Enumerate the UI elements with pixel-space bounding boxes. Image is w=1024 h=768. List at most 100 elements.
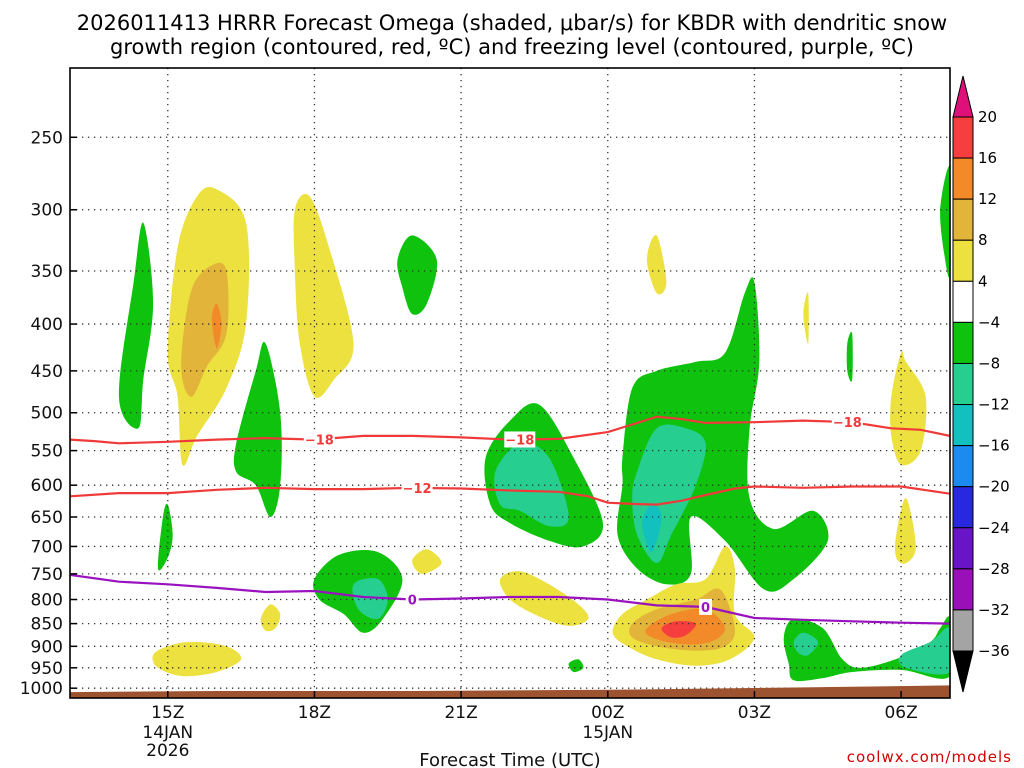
omega-region-26 bbox=[803, 292, 809, 344]
omega-region-16 bbox=[499, 571, 589, 626]
x-tick-year: 2026 bbox=[146, 741, 189, 761]
omega-region-25 bbox=[661, 620, 697, 638]
omega-shading bbox=[118, 166, 950, 682]
colorbar-swatch-4 bbox=[952, 239, 974, 282]
chart-title-line1: 2026011413 HRRR Forecast Omega (shaded, … bbox=[77, 11, 947, 35]
omega-region-15 bbox=[494, 442, 569, 527]
y-tick-label-700: 700 bbox=[31, 537, 63, 557]
omega-region-32 bbox=[898, 627, 950, 675]
colorbar-label-11: −24 bbox=[978, 519, 1010, 537]
contour-label: 0 bbox=[408, 594, 417, 609]
colorbar-swatch-7 bbox=[952, 362, 974, 406]
plot-frame bbox=[69, 67, 951, 699]
omega-region-6 bbox=[233, 341, 282, 517]
x-tick-label-03Z: 03Z bbox=[738, 703, 771, 723]
colorbar-label-14: −36 bbox=[978, 642, 1010, 660]
contour-label-bg bbox=[303, 431, 335, 448]
contour-label: −18 bbox=[305, 433, 334, 448]
x-tick-label-15Z: 15Z bbox=[151, 703, 184, 723]
colorbar-label-9: −16 bbox=[978, 437, 1010, 455]
contour-label: −18 bbox=[833, 416, 862, 431]
y-tick-label-450: 450 bbox=[31, 362, 63, 382]
y-tick-label-400: 400 bbox=[31, 315, 63, 335]
colorbar-label-10: −20 bbox=[978, 478, 1010, 496]
colorbar-swatch-8 bbox=[952, 404, 974, 447]
colorbar-swatch-1 bbox=[952, 116, 974, 159]
y-axis: 2503003504004505005506006507007508008509… bbox=[20, 128, 77, 699]
colorbar-swatch-2 bbox=[952, 157, 974, 200]
contour-label: −12 bbox=[403, 482, 432, 497]
colorbar-swatch-10 bbox=[952, 486, 974, 529]
x-tick-date: 14JAN bbox=[142, 723, 193, 743]
colorbar-label-1: 20 bbox=[978, 108, 997, 126]
contour-label: −18 bbox=[505, 433, 534, 448]
omega-region-13 bbox=[412, 549, 442, 574]
colorbar-label-12: −28 bbox=[978, 560, 1010, 578]
x-tick-label-00Z: 00Z bbox=[591, 703, 624, 723]
colorbar-label-13: −32 bbox=[978, 601, 1010, 619]
y-tick-label-850: 850 bbox=[31, 615, 63, 635]
colorbar-label-3: 12 bbox=[978, 190, 997, 208]
y-tick-label-750: 750 bbox=[31, 565, 63, 585]
y-tick-label-600: 600 bbox=[31, 476, 63, 496]
colorbar-label-5: 4 bbox=[978, 272, 988, 290]
contour-line-2 bbox=[70, 485, 950, 506]
omega-region-33 bbox=[940, 166, 950, 278]
x-tick-label-21Z: 21Z bbox=[444, 703, 477, 723]
colorbar-swatch-3 bbox=[952, 198, 974, 241]
omega-region-8 bbox=[397, 235, 438, 315]
omega-region-7 bbox=[293, 193, 354, 398]
colorbar-swatch-12 bbox=[952, 568, 974, 611]
omega-region-12 bbox=[152, 641, 242, 677]
omega-region-28 bbox=[890, 350, 927, 466]
omega-region-1 bbox=[118, 222, 154, 429]
colorbar-swatch-5 bbox=[952, 280, 974, 323]
omega-colorbar: 20 16 12 8 4 −4 −8 −12 −16 −20 −24 −28 −32 −36 bbox=[952, 75, 1010, 693]
omega-region-4 bbox=[181, 262, 229, 397]
credit-text: coolwx.com/models bbox=[847, 748, 1012, 766]
omega-region-2 bbox=[157, 503, 173, 571]
y-tick-label-900: 900 bbox=[31, 637, 63, 657]
y-tick-label-250: 250 bbox=[31, 128, 63, 148]
contour-line-3 bbox=[70, 573, 950, 625]
contour-label: 0 bbox=[701, 601, 710, 616]
contour-label-bg bbox=[699, 598, 713, 615]
omega-region-18 bbox=[646, 234, 667, 295]
contour-label-bg bbox=[831, 414, 863, 431]
y-tick-label-950: 950 bbox=[31, 659, 63, 679]
x-tick-date: 15JAN bbox=[582, 723, 633, 743]
y-tick-label-800: 800 bbox=[31, 591, 63, 611]
omega-region-10 bbox=[352, 578, 388, 620]
colorbar-label-8: −12 bbox=[978, 396, 1010, 414]
colorbar-swatch-9 bbox=[952, 445, 974, 488]
contour-label-bg bbox=[504, 431, 536, 448]
y-tick-label-1000: 1000 bbox=[20, 679, 63, 699]
colorbar-swatch-6 bbox=[952, 321, 974, 364]
y-tick-label-500: 500 bbox=[31, 404, 63, 424]
x-tick-label-18Z: 18Z bbox=[298, 703, 331, 723]
contour-line-1 bbox=[70, 415, 950, 445]
contour-label-bg bbox=[401, 479, 433, 496]
chart-title-line2: growth region (contoured, red, ºC) and f… bbox=[110, 35, 914, 59]
colorbar-bottom-arrow bbox=[952, 650, 974, 693]
colorbar-label-2: 16 bbox=[978, 149, 997, 167]
omega-region-11 bbox=[260, 604, 281, 632]
y-tick-label-350: 350 bbox=[31, 262, 63, 282]
x-tick-label-06Z: 06Z bbox=[884, 703, 917, 723]
colorbar-label-4: 8 bbox=[978, 231, 988, 249]
contour-label-bg bbox=[405, 591, 419, 608]
temperature-contours: −18 −18 −18 −12 0 0 bbox=[70, 414, 950, 625]
plot-area: −18 −18 −18 −12 0 0 bbox=[70, 68, 950, 698]
omega-region-17 bbox=[568, 659, 584, 673]
y-tick-label-300: 300 bbox=[31, 201, 63, 221]
y-tick-label-550: 550 bbox=[31, 442, 63, 462]
x-axis-label: Forecast Time (UTC) bbox=[419, 750, 600, 768]
ground-surface bbox=[70, 685, 950, 698]
omega-region-5 bbox=[211, 303, 222, 349]
omega-region-27 bbox=[846, 331, 853, 382]
ground-fill bbox=[70, 685, 950, 698]
colorbar-label-7: −8 bbox=[978, 354, 1000, 372]
omega-region-29 bbox=[895, 498, 916, 564]
